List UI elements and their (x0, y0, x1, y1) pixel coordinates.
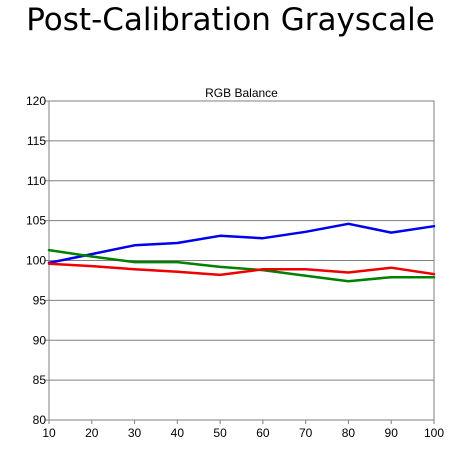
series-line-2 (47, 248, 436, 283)
y-tick-label: 85 (33, 373, 47, 387)
y-tick-label: 90 (33, 333, 47, 347)
x-tick-label: 90 (385, 426, 399, 440)
x-tick-label: 70 (299, 426, 313, 440)
series-lines (47, 222, 436, 283)
x-tick-label: 80 (342, 426, 356, 440)
x-tick-label: 20 (85, 426, 99, 440)
x-tick-label: 100 (424, 426, 444, 440)
y-tick-label: 120 (26, 94, 46, 108)
chart-title: RGB Balance (205, 86, 278, 100)
series-line-1 (47, 222, 436, 265)
grid-lines (49, 140, 434, 381)
y-tick-label: 110 (27, 174, 46, 188)
x-tick-label: 50 (213, 426, 227, 440)
series-line-3 (47, 262, 436, 277)
x-tick-label: 60 (256, 426, 270, 440)
x-tick-label: 10 (42, 426, 56, 440)
x-tick-label: 40 (171, 426, 185, 440)
page-title: Post-Calibration Grayscale (26, 2, 435, 38)
y-tick-label: 115 (27, 134, 46, 148)
y-tick-label: 105 (26, 214, 46, 228)
y-tick-label: 95 (33, 293, 47, 307)
y-tick-label: 100 (26, 254, 46, 268)
axis-ticks: 80 85 90 95 100 105 110 115 120 10 20 30 40 50 60 70 80 9… (26, 94, 444, 440)
y-tick-label: 80 (33, 413, 47, 427)
x-tick-label: 30 (128, 426, 142, 440)
